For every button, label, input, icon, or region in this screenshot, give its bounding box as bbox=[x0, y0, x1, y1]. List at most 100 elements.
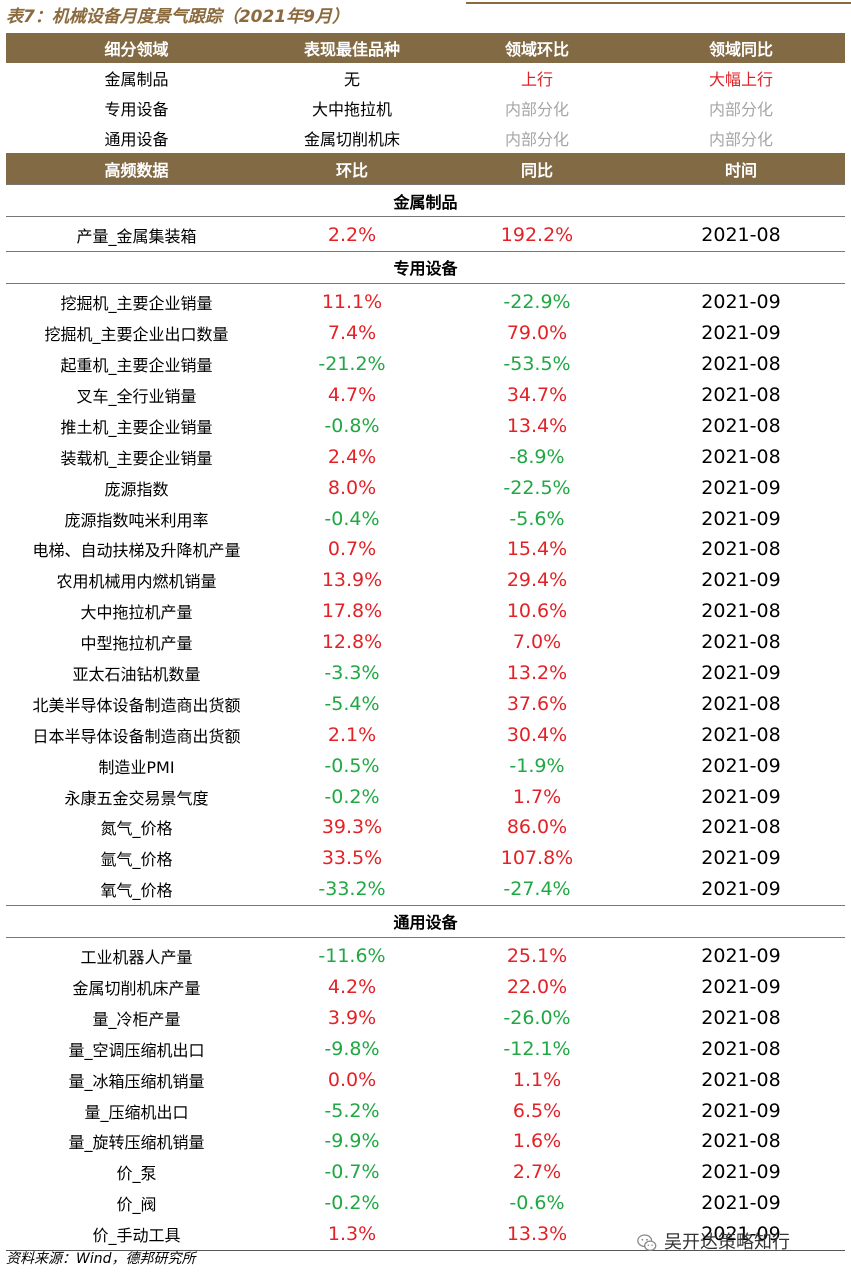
period-value: 2021-08 bbox=[701, 224, 781, 247]
table-row: 农用机械用内燃机销量 13.9% 29.4% 2021-09 bbox=[6, 565, 845, 596]
period-value: 2021-09 bbox=[701, 847, 781, 870]
table-row: 庞源指数 8.0% -22.5% 2021-09 bbox=[6, 472, 845, 503]
metric-name: 中型拖拉机产量 bbox=[80, 634, 193, 654]
mom-value: 1.3% bbox=[267, 1218, 437, 1251]
yoy-value: -22.5% bbox=[503, 476, 571, 499]
header-mom: 领域环比 bbox=[437, 33, 637, 63]
summary-best: 大中拖拉机 bbox=[311, 100, 392, 119]
yoy-value: 1.1% bbox=[512, 1068, 562, 1091]
mom-value: 2.2% bbox=[327, 224, 377, 247]
metric-name: 挖掘机_主要企业销量 bbox=[60, 294, 213, 314]
mom-value: 2.4% bbox=[327, 445, 377, 468]
summary-header-row: 细分领域 表现最佳品种 领域环比 领域同比 bbox=[6, 33, 845, 63]
table-row: 永康五金交易景气度 -0.2% 1.7% 2021-09 bbox=[6, 781, 845, 812]
table-row: 价_泵 -0.7% 2.7% 2021-09 bbox=[6, 1157, 845, 1188]
summary-mom: 内部分化 bbox=[504, 130, 569, 149]
table-row: 装载机_主要企业销量 2.4% -8.9% 2021-08 bbox=[6, 441, 845, 472]
yoy-value: 79.0% bbox=[506, 322, 568, 345]
table-caption: 表7：机械设备月度景气跟踪（2021年9月） bbox=[6, 7, 349, 27]
yoy-value: 25.1% bbox=[506, 945, 568, 968]
period-value: 2021-08 bbox=[701, 353, 781, 376]
summary-yoy: 大幅上行 bbox=[708, 70, 773, 89]
caption-rule bbox=[466, 2, 851, 4]
table-row: 庞源指数吨米利用率 -0.4% -5.6% 2021-09 bbox=[6, 503, 845, 534]
summary-yoy: 内部分化 bbox=[708, 100, 773, 119]
mom-value: -5.2% bbox=[324, 1099, 380, 1122]
mom-value: 8.0% bbox=[327, 476, 377, 499]
table-row: 产量_金属集装箱 2.2% 192.2% 2021-08 bbox=[6, 217, 845, 252]
summary-domain: 专用设备 bbox=[104, 100, 169, 119]
header-mom: 环比 bbox=[267, 153, 437, 185]
yoy-value: 2.7% bbox=[512, 1161, 562, 1184]
table-row: 挖掘机_主要企业销量 11.1% -22.9% 2021-09 bbox=[6, 283, 845, 317]
table-row: 推土机_主要企业销量 -0.8% 13.4% 2021-08 bbox=[6, 410, 845, 441]
metric-name: 农用机械用内燃机销量 bbox=[56, 572, 217, 592]
yoy-value: -5.6% bbox=[509, 507, 565, 530]
period-value: 2021-09 bbox=[701, 785, 781, 808]
mom-value: -9.9% bbox=[324, 1130, 380, 1153]
metric-name: 价_手动工具 bbox=[6, 1218, 267, 1251]
table-row: 量_旋转压缩机销量 -9.9% 1.6% 2021-08 bbox=[6, 1126, 845, 1157]
period-value: 2021-08 bbox=[701, 414, 781, 437]
section-title: 金属制品 bbox=[6, 184, 845, 217]
summary-best: 无 bbox=[343, 70, 360, 89]
header-yoy: 同比 bbox=[437, 153, 637, 185]
yoy-value: 1.7% bbox=[512, 785, 562, 808]
header-domain: 细分领域 bbox=[6, 33, 267, 63]
period-value: 2021-08 bbox=[701, 816, 781, 839]
yoy-value: 37.6% bbox=[506, 692, 568, 715]
yoy-value: 86.0% bbox=[506, 816, 568, 839]
period-value: 2021-08 bbox=[701, 692, 781, 715]
metric-name: 电梯、自动扶梯及升降机产量 bbox=[32, 541, 241, 561]
mom-value: -0.8% bbox=[324, 414, 380, 437]
table-row: 日本半导体设备制造商出货额 2.1% 30.4% 2021-08 bbox=[6, 719, 845, 750]
period-value: 2021-09 bbox=[701, 976, 781, 999]
yoy-value: 15.4% bbox=[506, 538, 568, 561]
metric-name: 大中拖拉机产量 bbox=[80, 603, 193, 623]
metric-name: 永康五金交易景气度 bbox=[64, 788, 209, 808]
mom-value: -21.2% bbox=[318, 353, 386, 376]
yoy-value: -53.5% bbox=[503, 353, 571, 376]
period-value: 2021-09 bbox=[701, 1192, 781, 1215]
metric-name: 量_旋转压缩机销量 bbox=[68, 1133, 205, 1153]
industry-tracking-table: 细分领域 表现最佳品种 领域环比 领域同比 金属制品 无 上行 大幅上行 专用设… bbox=[6, 33, 845, 1251]
table-row: 叉车_全行业销量 4.7% 34.7% 2021-08 bbox=[6, 380, 845, 411]
mom-value: -0.2% bbox=[324, 1192, 380, 1215]
summary-best: 金属切削机床 bbox=[303, 130, 400, 149]
metric-name: 起重机_主要企业销量 bbox=[60, 356, 213, 376]
yoy-value: 192.2% bbox=[500, 224, 574, 247]
summary-row: 通用设备 金属切削机床 内部分化 内部分化 bbox=[6, 123, 845, 153]
mom-value: -3.3% bbox=[324, 662, 380, 685]
watermark: 吴开达策略知行 bbox=[636, 1228, 790, 1258]
mom-value: 4.7% bbox=[327, 384, 377, 406]
period-value: 2021-08 bbox=[701, 1068, 781, 1091]
yoy-value: 1.6% bbox=[512, 1130, 562, 1153]
metric-name: 产量_金属集装箱 bbox=[76, 227, 197, 247]
period-value: 2021-09 bbox=[701, 322, 781, 345]
summary-row: 专用设备 大中拖拉机 内部分化 内部分化 bbox=[6, 93, 845, 123]
period-value: 2021-09 bbox=[701, 1099, 781, 1122]
period-value: 2021-09 bbox=[701, 878, 781, 901]
mom-value: 7.4% bbox=[327, 322, 377, 345]
yoy-value: 10.6% bbox=[506, 600, 568, 623]
period-value: 2021-08 bbox=[701, 445, 781, 468]
wechat-icon bbox=[637, 1234, 657, 1251]
period-value: 2021-08 bbox=[701, 723, 781, 746]
metric-name: 叉车_全行业销量 bbox=[76, 387, 197, 406]
metric-name: 氩气_价格 bbox=[100, 850, 173, 870]
yoy-value: -27.4% bbox=[503, 878, 571, 901]
yoy-value: 30.4% bbox=[506, 723, 568, 746]
metric-name: 金属切削机床产量 bbox=[72, 979, 201, 999]
metric-name: 量_空调压缩机出口 bbox=[68, 1040, 205, 1060]
header-metric: 高频数据 bbox=[6, 153, 267, 185]
yoy-value: -8.9% bbox=[509, 445, 565, 468]
yoy-value: 13.3% bbox=[437, 1218, 637, 1251]
metric-name: 推土机_主要企业销量 bbox=[60, 417, 213, 437]
header-yoy: 领域同比 bbox=[637, 33, 845, 63]
period-value: 2021-08 bbox=[701, 1130, 781, 1153]
table-row: 氧气_价格 -33.2% -27.4% 2021-09 bbox=[6, 874, 845, 905]
metric-name: 价_泵 bbox=[116, 1164, 157, 1184]
period-value: 2021-09 bbox=[701, 945, 781, 968]
table-row: 大中拖拉机产量 17.8% 10.6% 2021-08 bbox=[6, 596, 845, 627]
mom-value: 2.1% bbox=[327, 723, 377, 746]
